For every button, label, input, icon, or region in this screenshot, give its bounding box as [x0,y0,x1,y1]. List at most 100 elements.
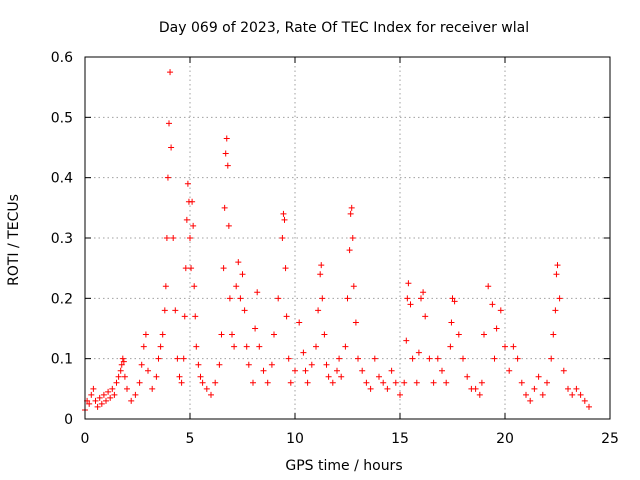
data-point [384,385,391,392]
data-point [371,355,378,362]
data-point [187,235,193,241]
data-point [283,313,290,320]
data-point [282,265,289,272]
data-point [221,204,228,211]
data-point [117,367,124,374]
data-point [544,379,550,386]
data-point [493,325,500,332]
data-point [550,331,557,338]
y-tick-label: 0 [64,412,73,428]
data-point [325,373,332,380]
data-point [405,280,412,287]
data-point [565,385,571,392]
y-tick-label: 0.2 [51,291,73,307]
data-point [223,135,230,142]
data-point [98,400,105,407]
data-point [245,361,252,368]
data-point [430,379,437,386]
data-point [118,361,125,368]
data-point [439,367,445,374]
data-point [318,262,325,269]
data-points [82,69,592,413]
data-point [502,343,508,350]
data-point [115,373,122,380]
data-point [556,295,563,302]
grid-lines [85,57,610,419]
data-point [195,361,202,368]
data-point [100,391,107,398]
data-point [239,271,246,278]
data-point [271,331,277,338]
data-point [168,144,175,151]
data-point [323,361,330,368]
data-point [86,400,93,407]
data-point [531,385,538,392]
data-point [313,343,319,350]
data-point [447,343,454,350]
data-point [319,295,326,302]
data-point [455,331,462,338]
data-point [167,69,174,76]
data-point [107,394,114,401]
data-point [292,367,298,374]
data-point [280,210,287,217]
chart-title: Day 069 of 2023, Rate Of TEC Index for r… [159,20,529,36]
data-point [491,355,498,362]
data-point [120,358,127,365]
data-point [121,373,128,380]
data-point [190,222,197,229]
data-point [409,355,416,362]
data-point [233,283,240,290]
axis-ticks [84,56,611,420]
data-point [88,391,95,398]
data-point [231,343,238,350]
data-point [464,373,471,380]
data-point [404,295,411,302]
data-point [577,391,584,398]
data-point [250,379,256,386]
data-point [553,271,560,278]
data-point [407,301,414,308]
data-point [94,403,101,410]
x-tick-labels: 0 5 10 15 20 25 [81,431,619,447]
data-point [92,397,99,404]
data-point [149,385,156,392]
data-point [189,198,196,205]
data-point [281,216,288,223]
data-point [321,331,328,338]
data-point [178,379,185,386]
data-point [342,343,349,350]
data-point [481,331,487,338]
data-point [279,235,286,241]
data-point [476,391,483,398]
data-point [422,313,429,320]
data-point [460,355,466,362]
data-point [344,295,351,302]
data-point [352,319,359,326]
data-point [216,361,223,368]
data-point [193,343,200,350]
data-point [397,391,403,398]
data-point [105,388,112,395]
data-point [113,379,120,386]
data-point [302,367,309,374]
data-point [388,367,395,374]
data-point [510,343,517,350]
data-point [264,379,271,386]
data-point [153,373,160,380]
data-point [124,385,130,392]
data-point [218,331,225,338]
data-point [392,379,399,386]
data-point [181,313,188,320]
data-point [212,379,219,386]
data-point [243,343,250,350]
data-point [315,307,322,314]
data-point [241,307,248,314]
data-point [355,355,361,362]
data-point [300,349,307,356]
data-point [155,355,162,362]
data-point [132,391,139,398]
data-point [347,210,354,217]
data-point [449,295,456,302]
